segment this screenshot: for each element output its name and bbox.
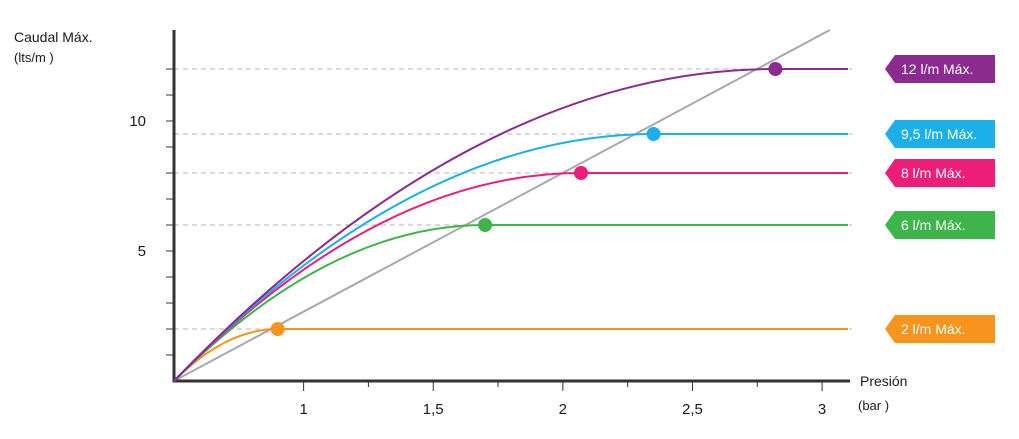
x-tick-label: 1 bbox=[299, 401, 307, 418]
legend-tags: 2 l/m Máx. 6 l/m Máx. 8 l/m Máx. 9,5 l/m Má… bbox=[885, 55, 995, 343]
legend-tag-label: 2 l/m Máx. bbox=[901, 321, 966, 337]
y-axis-unit: (lts/m ) bbox=[14, 50, 54, 65]
legend-tag-label: 12 l/m Máx. bbox=[901, 61, 973, 77]
x-tick-label: 2 bbox=[559, 401, 567, 418]
legend-tag: 9,5 l/m Máx. bbox=[885, 120, 995, 148]
y-tick-label: 5 bbox=[138, 243, 146, 260]
x-tick-label: 2,5 bbox=[682, 401, 703, 418]
legend-tag-label: 9,5 l/m Máx. bbox=[901, 126, 977, 142]
y-tick-label: 10 bbox=[129, 113, 146, 130]
saturation-markers bbox=[270, 62, 783, 336]
legend-tag-label: 6 l/m Máx. bbox=[901, 217, 966, 233]
y-axis-title: Caudal Máx. bbox=[14, 29, 93, 45]
saturation-point bbox=[270, 322, 285, 336]
diagonal-reference-line bbox=[173, 29, 831, 382]
x-axis-unit: (bar ) bbox=[858, 398, 889, 413]
legend-tag-shape bbox=[885, 315, 995, 343]
axis-ticks: 5 10 1 1,5 2 2,5 3 bbox=[129, 68, 826, 418]
x-tick-label: 3 bbox=[818, 401, 826, 418]
saturation-point bbox=[573, 166, 588, 180]
series-line bbox=[173, 328, 848, 382]
diagonal-reference bbox=[173, 29, 831, 382]
legend-tag-shape bbox=[885, 120, 995, 148]
legend-tag-label: 8 l/m Máx. bbox=[901, 165, 966, 181]
x-axis-title: Presión bbox=[860, 373, 907, 389]
legend-tag: 6 l/m Máx. bbox=[885, 211, 995, 239]
legend-tag-shape bbox=[885, 211, 995, 239]
legend-tag: 8 l/m Máx. bbox=[885, 159, 995, 187]
saturation-point bbox=[478, 218, 493, 232]
saturation-point bbox=[646, 127, 661, 141]
axes bbox=[172, 30, 850, 383]
series-line bbox=[173, 68, 848, 382]
legend-tag-shape bbox=[885, 159, 995, 187]
series-line bbox=[173, 172, 848, 382]
x-tick-label: 1,5 bbox=[423, 401, 444, 418]
legend-tag: 2 l/m Máx. bbox=[885, 315, 995, 343]
series-line bbox=[173, 133, 848, 382]
legend-tag-shape bbox=[885, 55, 995, 83]
series-line bbox=[173, 224, 848, 382]
saturation-point bbox=[768, 62, 783, 76]
legend-tag: 12 l/m Máx. bbox=[885, 55, 995, 83]
